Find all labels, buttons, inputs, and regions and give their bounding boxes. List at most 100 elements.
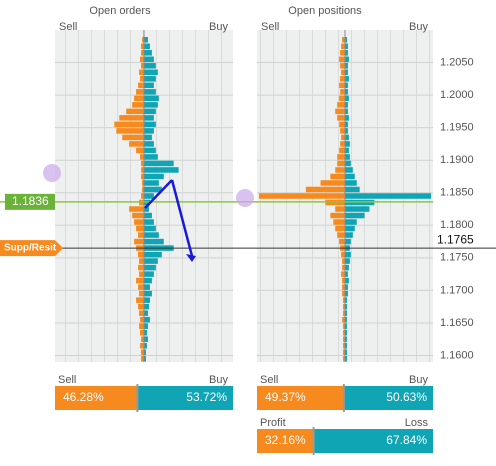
bar <box>345 89 348 95</box>
bar <box>343 349 345 356</box>
bar <box>139 271 144 277</box>
bar <box>114 121 144 128</box>
bar <box>345 141 350 147</box>
bar <box>343 342 345 349</box>
bar <box>138 232 144 238</box>
arrow <box>144 179 173 209</box>
bar <box>345 134 349 141</box>
bar <box>345 212 365 219</box>
bar <box>339 147 345 154</box>
bar <box>141 349 144 356</box>
icon <box>43 164 61 182</box>
bar <box>141 173 144 180</box>
bar <box>144 232 159 238</box>
bar <box>345 219 357 225</box>
bar <box>345 147 349 154</box>
bar <box>144 297 150 303</box>
bar <box>340 141 345 147</box>
bar <box>345 43 348 50</box>
summary-label: Loss <box>405 417 429 429</box>
summary-divider <box>342 384 345 412</box>
bar <box>122 134 144 141</box>
bar <box>144 108 156 115</box>
bar <box>144 173 164 180</box>
bar <box>345 316 347 323</box>
summary-value: 46.28% <box>63 390 104 404</box>
bar <box>138 82 144 89</box>
bar <box>341 134 345 141</box>
bar <box>144 238 164 245</box>
bar <box>345 36 347 43</box>
bar <box>345 115 349 121</box>
bar <box>345 167 353 173</box>
bar <box>340 128 345 134</box>
bar <box>345 342 347 349</box>
bar <box>140 154 144 160</box>
bar <box>345 277 349 284</box>
bar <box>139 290 144 297</box>
bar <box>345 225 355 232</box>
bar <box>335 206 345 212</box>
bar <box>141 50 144 56</box>
bar <box>343 329 345 336</box>
bar <box>345 154 350 160</box>
bar <box>341 251 345 258</box>
bar <box>330 212 345 219</box>
bar <box>134 95 144 102</box>
bar <box>144 56 154 63</box>
y-tick-label: 1.1750 <box>440 252 474 264</box>
current-price-box <box>5 193 55 210</box>
bar <box>144 36 148 43</box>
bar <box>136 297 144 303</box>
bar <box>345 108 348 115</box>
bar <box>140 76 144 82</box>
summary-bar <box>257 429 314 453</box>
bar <box>144 225 156 232</box>
y-tick-label: 1.1800 <box>440 219 474 231</box>
arrow-head <box>186 254 196 262</box>
bar <box>342 258 345 264</box>
bar <box>144 342 147 349</box>
bar <box>132 212 144 219</box>
bar <box>144 147 156 154</box>
bar <box>136 89 144 95</box>
y-tick-label: 1.2000 <box>440 89 474 101</box>
bar <box>345 193 432 199</box>
bar <box>142 36 144 43</box>
y-tick-label: 1.1700 <box>440 284 474 296</box>
bar <box>339 82 345 89</box>
bar <box>136 147 144 154</box>
bar <box>345 251 351 258</box>
bar <box>345 206 370 212</box>
bar <box>144 303 149 310</box>
summary-divider <box>312 427 315 455</box>
summary-bar <box>343 386 433 410</box>
bar <box>144 160 174 167</box>
bar <box>335 167 345 173</box>
bar <box>337 102 345 108</box>
summary-value: 50.63% <box>386 390 427 404</box>
bar <box>141 167 144 173</box>
bar <box>345 290 348 297</box>
bar <box>345 323 347 329</box>
bar <box>141 63 144 69</box>
bar <box>342 264 345 271</box>
y-tick-label: 1.1850 <box>440 187 474 199</box>
bar <box>320 180 345 186</box>
bar <box>144 264 156 271</box>
bar <box>141 355 144 362</box>
bar <box>345 95 349 102</box>
bar <box>144 180 159 186</box>
bar <box>140 56 144 63</box>
bar <box>139 258 144 264</box>
bar <box>140 342 144 349</box>
bar <box>144 349 146 356</box>
bar <box>337 160 345 167</box>
bar <box>342 277 345 284</box>
bar <box>342 290 345 297</box>
bar <box>343 355 345 362</box>
bar <box>126 108 144 115</box>
bar <box>342 36 345 43</box>
bar <box>345 50 348 56</box>
bar <box>345 232 353 238</box>
